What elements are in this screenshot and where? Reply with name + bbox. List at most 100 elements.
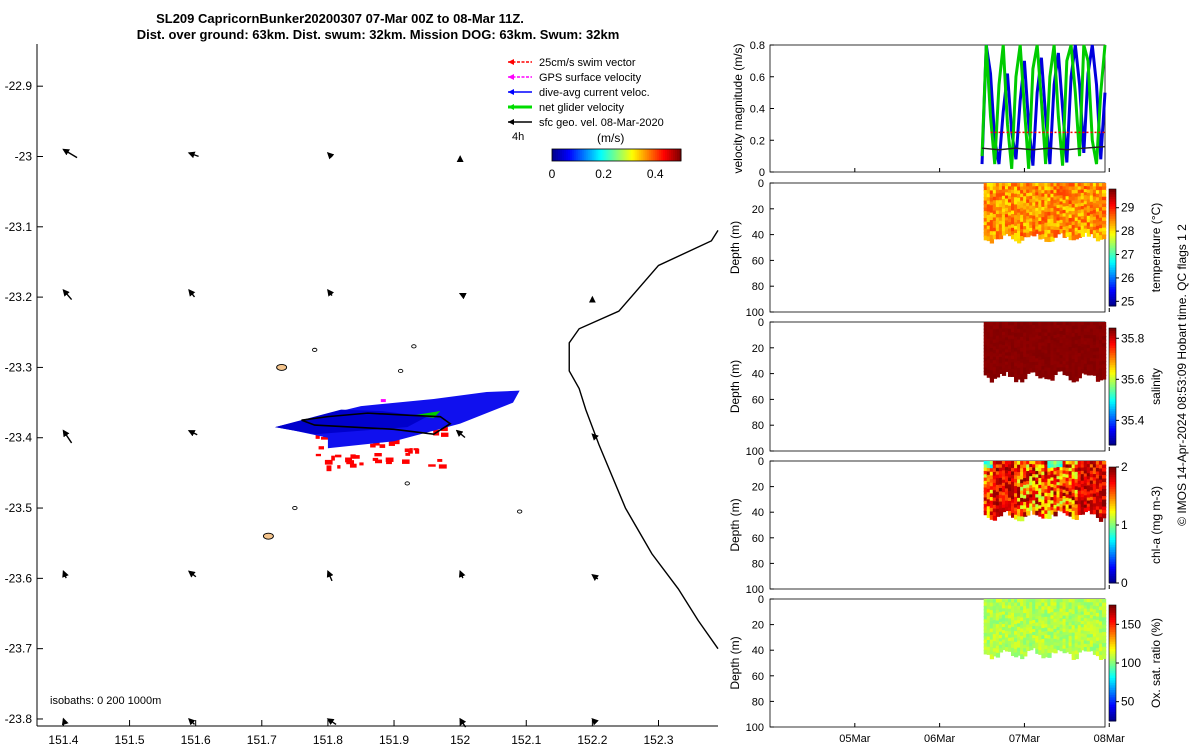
profile-cell bbox=[998, 231, 1004, 236]
profile-cell bbox=[1011, 227, 1016, 233]
profile-cell bbox=[1083, 201, 1089, 206]
profile-cell bbox=[1092, 493, 1098, 499]
profile-cell bbox=[995, 349, 1001, 354]
profile-cell bbox=[1035, 229, 1040, 234]
geo-velocity-arrow bbox=[591, 717, 599, 726]
profile-cell bbox=[1098, 203, 1104, 209]
profile-cell bbox=[1053, 481, 1058, 486]
profile-cell bbox=[1053, 219, 1058, 225]
profile-cell bbox=[1074, 362, 1079, 367]
profile-cell bbox=[992, 461, 998, 466]
profile-cell bbox=[1029, 605, 1034, 610]
profile-cell bbox=[1041, 193, 1046, 198]
profile-cell bbox=[1044, 461, 1049, 466]
profile-cell bbox=[1077, 349, 1082, 355]
profile-cell bbox=[992, 224, 998, 229]
profile-cell bbox=[1050, 350, 1055, 356]
profile-cell bbox=[998, 612, 1004, 617]
profile-cell bbox=[983, 364, 988, 369]
profile-cell bbox=[1056, 334, 1061, 339]
profile-cell bbox=[989, 325, 995, 331]
profile-cell bbox=[1035, 355, 1040, 360]
profile-cell bbox=[1041, 628, 1046, 633]
profile-cell bbox=[1095, 609, 1101, 615]
profile-cell bbox=[1035, 484, 1040, 489]
profile-cell bbox=[1044, 478, 1049, 484]
profile-cell bbox=[1077, 189, 1082, 195]
profile-cell bbox=[1032, 503, 1037, 509]
profile-cell bbox=[1101, 650, 1107, 656]
profile-cell bbox=[1092, 509, 1098, 515]
profile-cell bbox=[1014, 197, 1019, 203]
profile-cell bbox=[1011, 471, 1016, 477]
profile-cell bbox=[1095, 233, 1101, 238]
profile-colorbar-cell bbox=[1109, 254, 1116, 258]
profile-cell bbox=[1029, 186, 1034, 191]
profile-cell bbox=[995, 234, 1001, 240]
profile-cell bbox=[1095, 354, 1101, 360]
profile-cell bbox=[995, 372, 1001, 378]
profile-cell bbox=[1074, 224, 1079, 230]
profile-cell bbox=[1032, 506, 1037, 512]
profile-colorbar-cell bbox=[1109, 245, 1116, 248]
profile-ylabel: Depth (m) bbox=[728, 221, 742, 274]
profile-cell bbox=[1038, 629, 1043, 635]
profile-cell bbox=[1101, 234, 1107, 240]
profile-cell bbox=[992, 332, 998, 338]
profile-cell bbox=[986, 599, 991, 604]
profile-cell bbox=[1098, 498, 1104, 504]
profile-cell bbox=[1004, 611, 1010, 617]
profile-cell bbox=[1044, 201, 1049, 206]
profile-cell bbox=[1047, 606, 1052, 612]
profile-cell bbox=[1032, 196, 1037, 201]
profile-cell bbox=[1026, 477, 1031, 483]
profile-ytick-label: 0 bbox=[758, 456, 764, 468]
profile-cbar-tick-label: 150 bbox=[1121, 617, 1141, 631]
profile-cell bbox=[1007, 511, 1013, 516]
profile-cell bbox=[986, 207, 991, 213]
profile-cell bbox=[1044, 339, 1049, 345]
profile-cell bbox=[995, 325, 1001, 330]
profile-cell bbox=[1059, 334, 1064, 339]
profile-cell bbox=[1011, 358, 1016, 364]
profile-cell bbox=[1041, 464, 1046, 470]
profile-cell bbox=[1077, 497, 1082, 502]
profile-cell bbox=[983, 357, 988, 363]
profile-cell bbox=[1083, 350, 1089, 356]
profile-cell bbox=[1068, 203, 1073, 209]
profile-cell bbox=[1080, 232, 1085, 237]
profile-cell bbox=[1068, 200, 1073, 206]
profile-cell bbox=[1050, 618, 1055, 624]
profile-cell bbox=[1044, 489, 1049, 494]
profile-cell bbox=[1011, 210, 1016, 216]
profile-cell bbox=[1095, 343, 1101, 349]
profile-cell bbox=[1038, 322, 1043, 327]
profile-cell bbox=[1041, 217, 1046, 222]
profile-cell bbox=[1029, 183, 1034, 188]
profile-cell bbox=[1026, 189, 1031, 195]
profile-cell bbox=[1062, 505, 1067, 510]
profile-cell bbox=[989, 493, 995, 499]
profile-cell bbox=[983, 228, 988, 234]
profile-cell bbox=[1062, 502, 1067, 507]
profile-cell bbox=[1074, 217, 1079, 223]
profile-cell bbox=[1023, 634, 1028, 639]
profile-colorbar-cell bbox=[1109, 498, 1116, 502]
profile-cell bbox=[1044, 193, 1049, 199]
profile-colorbar-cell bbox=[1109, 500, 1116, 504]
profile-colorbar-cell bbox=[1109, 298, 1116, 302]
profile-cell bbox=[995, 645, 1001, 651]
profile-cell bbox=[1101, 464, 1107, 470]
profile-cell bbox=[995, 332, 1001, 337]
swim-vector-mark bbox=[318, 446, 325, 450]
profile-cell bbox=[1083, 605, 1089, 610]
profile-colorbar-cell bbox=[1109, 286, 1116, 290]
profile-cell bbox=[1083, 338, 1089, 343]
profile-cell bbox=[989, 340, 995, 346]
profile-cell bbox=[1032, 632, 1037, 637]
profile-colorbar-cell bbox=[1109, 388, 1116, 392]
profile-cell bbox=[1059, 491, 1064, 497]
profile-cell bbox=[1017, 633, 1022, 639]
profile-cell bbox=[1056, 198, 1061, 203]
profile-cell bbox=[1065, 212, 1070, 218]
